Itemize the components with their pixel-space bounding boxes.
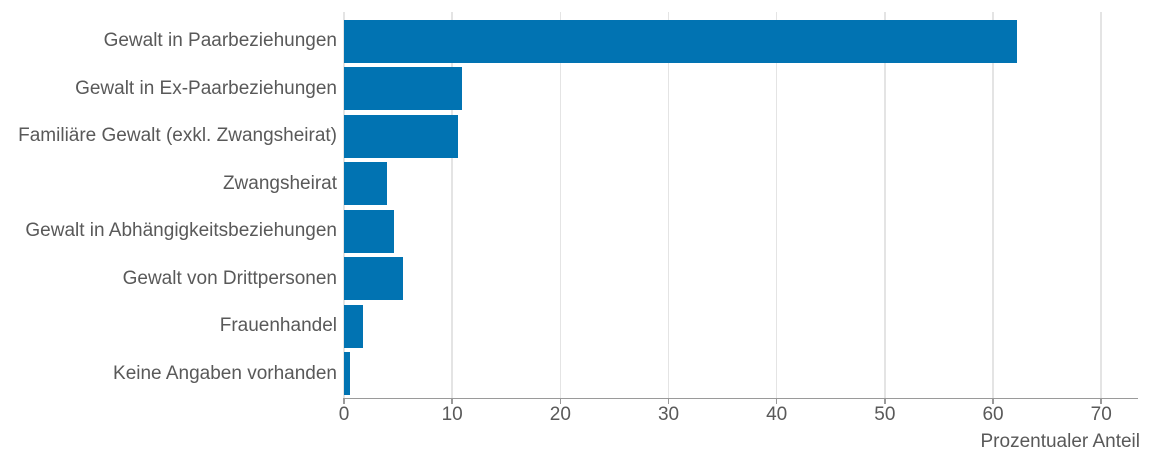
x-tick-mark bbox=[667, 399, 670, 404]
x-tick-label: 20 bbox=[549, 404, 571, 425]
category-label: Familiäre Gewalt (exkl. Zwangsheirat) bbox=[18, 125, 337, 147]
bar bbox=[344, 114, 458, 158]
x-tick-mark bbox=[884, 399, 886, 404]
x-tick-label: 50 bbox=[874, 404, 896, 425]
x-axis-title: Prozentualer Anteil bbox=[980, 431, 1141, 452]
x-tick-mark bbox=[559, 399, 562, 404]
gridline bbox=[1100, 12, 1102, 399]
category-label: Gewalt in Abhängigkeitsbeziehungen bbox=[25, 220, 337, 242]
category-label: Gewalt in Ex-Paarbeziehungen bbox=[75, 77, 337, 99]
bar bbox=[344, 257, 404, 301]
gridline bbox=[775, 12, 778, 399]
x-tick-mark bbox=[992, 399, 994, 404]
x-tick-label: 30 bbox=[657, 404, 680, 425]
gridline bbox=[884, 12, 886, 399]
x-tick-label: 60 bbox=[982, 404, 1004, 425]
x-tick-mark bbox=[451, 399, 453, 404]
x-tick-label: 10 bbox=[441, 404, 463, 425]
bar bbox=[344, 209, 394, 253]
gridline bbox=[343, 12, 345, 399]
category-label: Zwangsheirat bbox=[222, 172, 337, 194]
bar bbox=[344, 19, 1017, 63]
gridline bbox=[667, 12, 670, 399]
gridline bbox=[992, 12, 994, 399]
x-tick-mark bbox=[1100, 399, 1102, 404]
bar bbox=[344, 304, 364, 348]
x-tick-mark bbox=[343, 399, 345, 404]
category-label: Gewalt in Paarbeziehungen bbox=[103, 30, 337, 51]
category-label: Gewalt von Drittpersonen bbox=[122, 267, 337, 289]
bar bbox=[344, 67, 462, 111]
category-label: Frauenhandel bbox=[219, 315, 337, 337]
x-tick-label: 0 bbox=[338, 404, 350, 425]
gridline bbox=[451, 12, 453, 399]
bar bbox=[344, 352, 351, 396]
x-axis-line bbox=[343, 397, 1138, 399]
x-tick-label: 70 bbox=[1090, 404, 1112, 425]
category-label: Keine Angaben vorhanden bbox=[113, 362, 337, 384]
x-tick-mark bbox=[775, 399, 778, 404]
gridline bbox=[559, 12, 562, 399]
bar bbox=[344, 162, 388, 206]
x-tick-label: 40 bbox=[766, 404, 788, 425]
